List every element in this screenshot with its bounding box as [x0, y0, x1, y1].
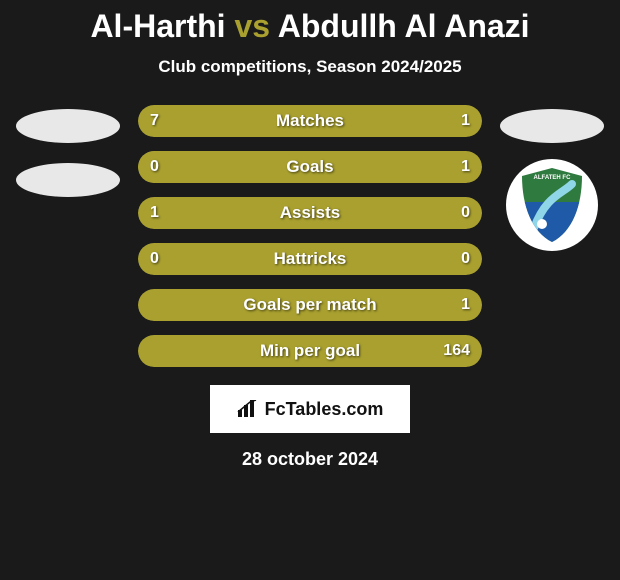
right-side-column: ALFATEH FC — [500, 105, 604, 251]
source-brand: FcTables.com — [265, 399, 384, 420]
stat-value-right: 164 — [443, 342, 470, 360]
club-badge-text: ALFATEH FC — [534, 175, 572, 181]
bar-chart-icon — [237, 400, 259, 418]
bar-fill — [138, 243, 482, 275]
stat-value-right: 1 — [461, 112, 470, 130]
comparison-title: Al-Harthi vs Abdullh Al Anazi — [0, 8, 620, 45]
stat-value-right: 1 — [461, 158, 470, 176]
stat-value-right: 0 — [461, 250, 470, 268]
stat-value-right: 0 — [461, 204, 470, 222]
stat-bar: Min per goal164 — [138, 335, 482, 367]
infographic-container: Al-Harthi vs Abdullh Al Anazi Club compe… — [0, 0, 620, 470]
vs-text: vs — [234, 8, 270, 44]
stat-value-right: 1 — [461, 296, 470, 314]
stat-value-left: 7 — [150, 112, 159, 130]
bar-fill-left — [138, 105, 439, 137]
subtitle: Club competitions, Season 2024/2025 — [0, 57, 620, 77]
stat-value-left: 1 — [150, 204, 159, 222]
stat-bar: Assists10 — [138, 197, 482, 229]
bar-fill-left — [138, 197, 482, 229]
stat-bar: Goals01 — [138, 151, 482, 183]
stat-bar: Goals per match1 — [138, 289, 482, 321]
bar-fill-right — [138, 151, 482, 183]
player2-club-badge: ALFATEH FC — [506, 159, 598, 251]
source-logo: FcTables.com — [210, 385, 410, 433]
left-side-column — [16, 105, 120, 197]
date-text: 28 october 2024 — [0, 449, 620, 470]
player1-name: Al-Harthi — [90, 8, 225, 44]
player1-placeholder-icon — [16, 109, 120, 143]
stat-bar: Hattricks00 — [138, 243, 482, 275]
club-shield-icon: ALFATEH FC — [516, 166, 588, 244]
stat-value-left: 0 — [150, 158, 159, 176]
bar-fill-right — [138, 335, 482, 367]
bar-fill-right — [138, 289, 482, 321]
stat-bar: Matches71 — [138, 105, 482, 137]
main-row: Matches71Goals01Assists10Hattricks00Goal… — [0, 105, 620, 367]
player2-name: Abdullh Al Anazi — [278, 8, 530, 44]
player1-club-placeholder-icon — [16, 163, 120, 197]
stat-bars-column: Matches71Goals01Assists10Hattricks00Goal… — [138, 105, 482, 367]
stat-value-left: 0 — [150, 250, 159, 268]
player2-placeholder-icon — [500, 109, 604, 143]
